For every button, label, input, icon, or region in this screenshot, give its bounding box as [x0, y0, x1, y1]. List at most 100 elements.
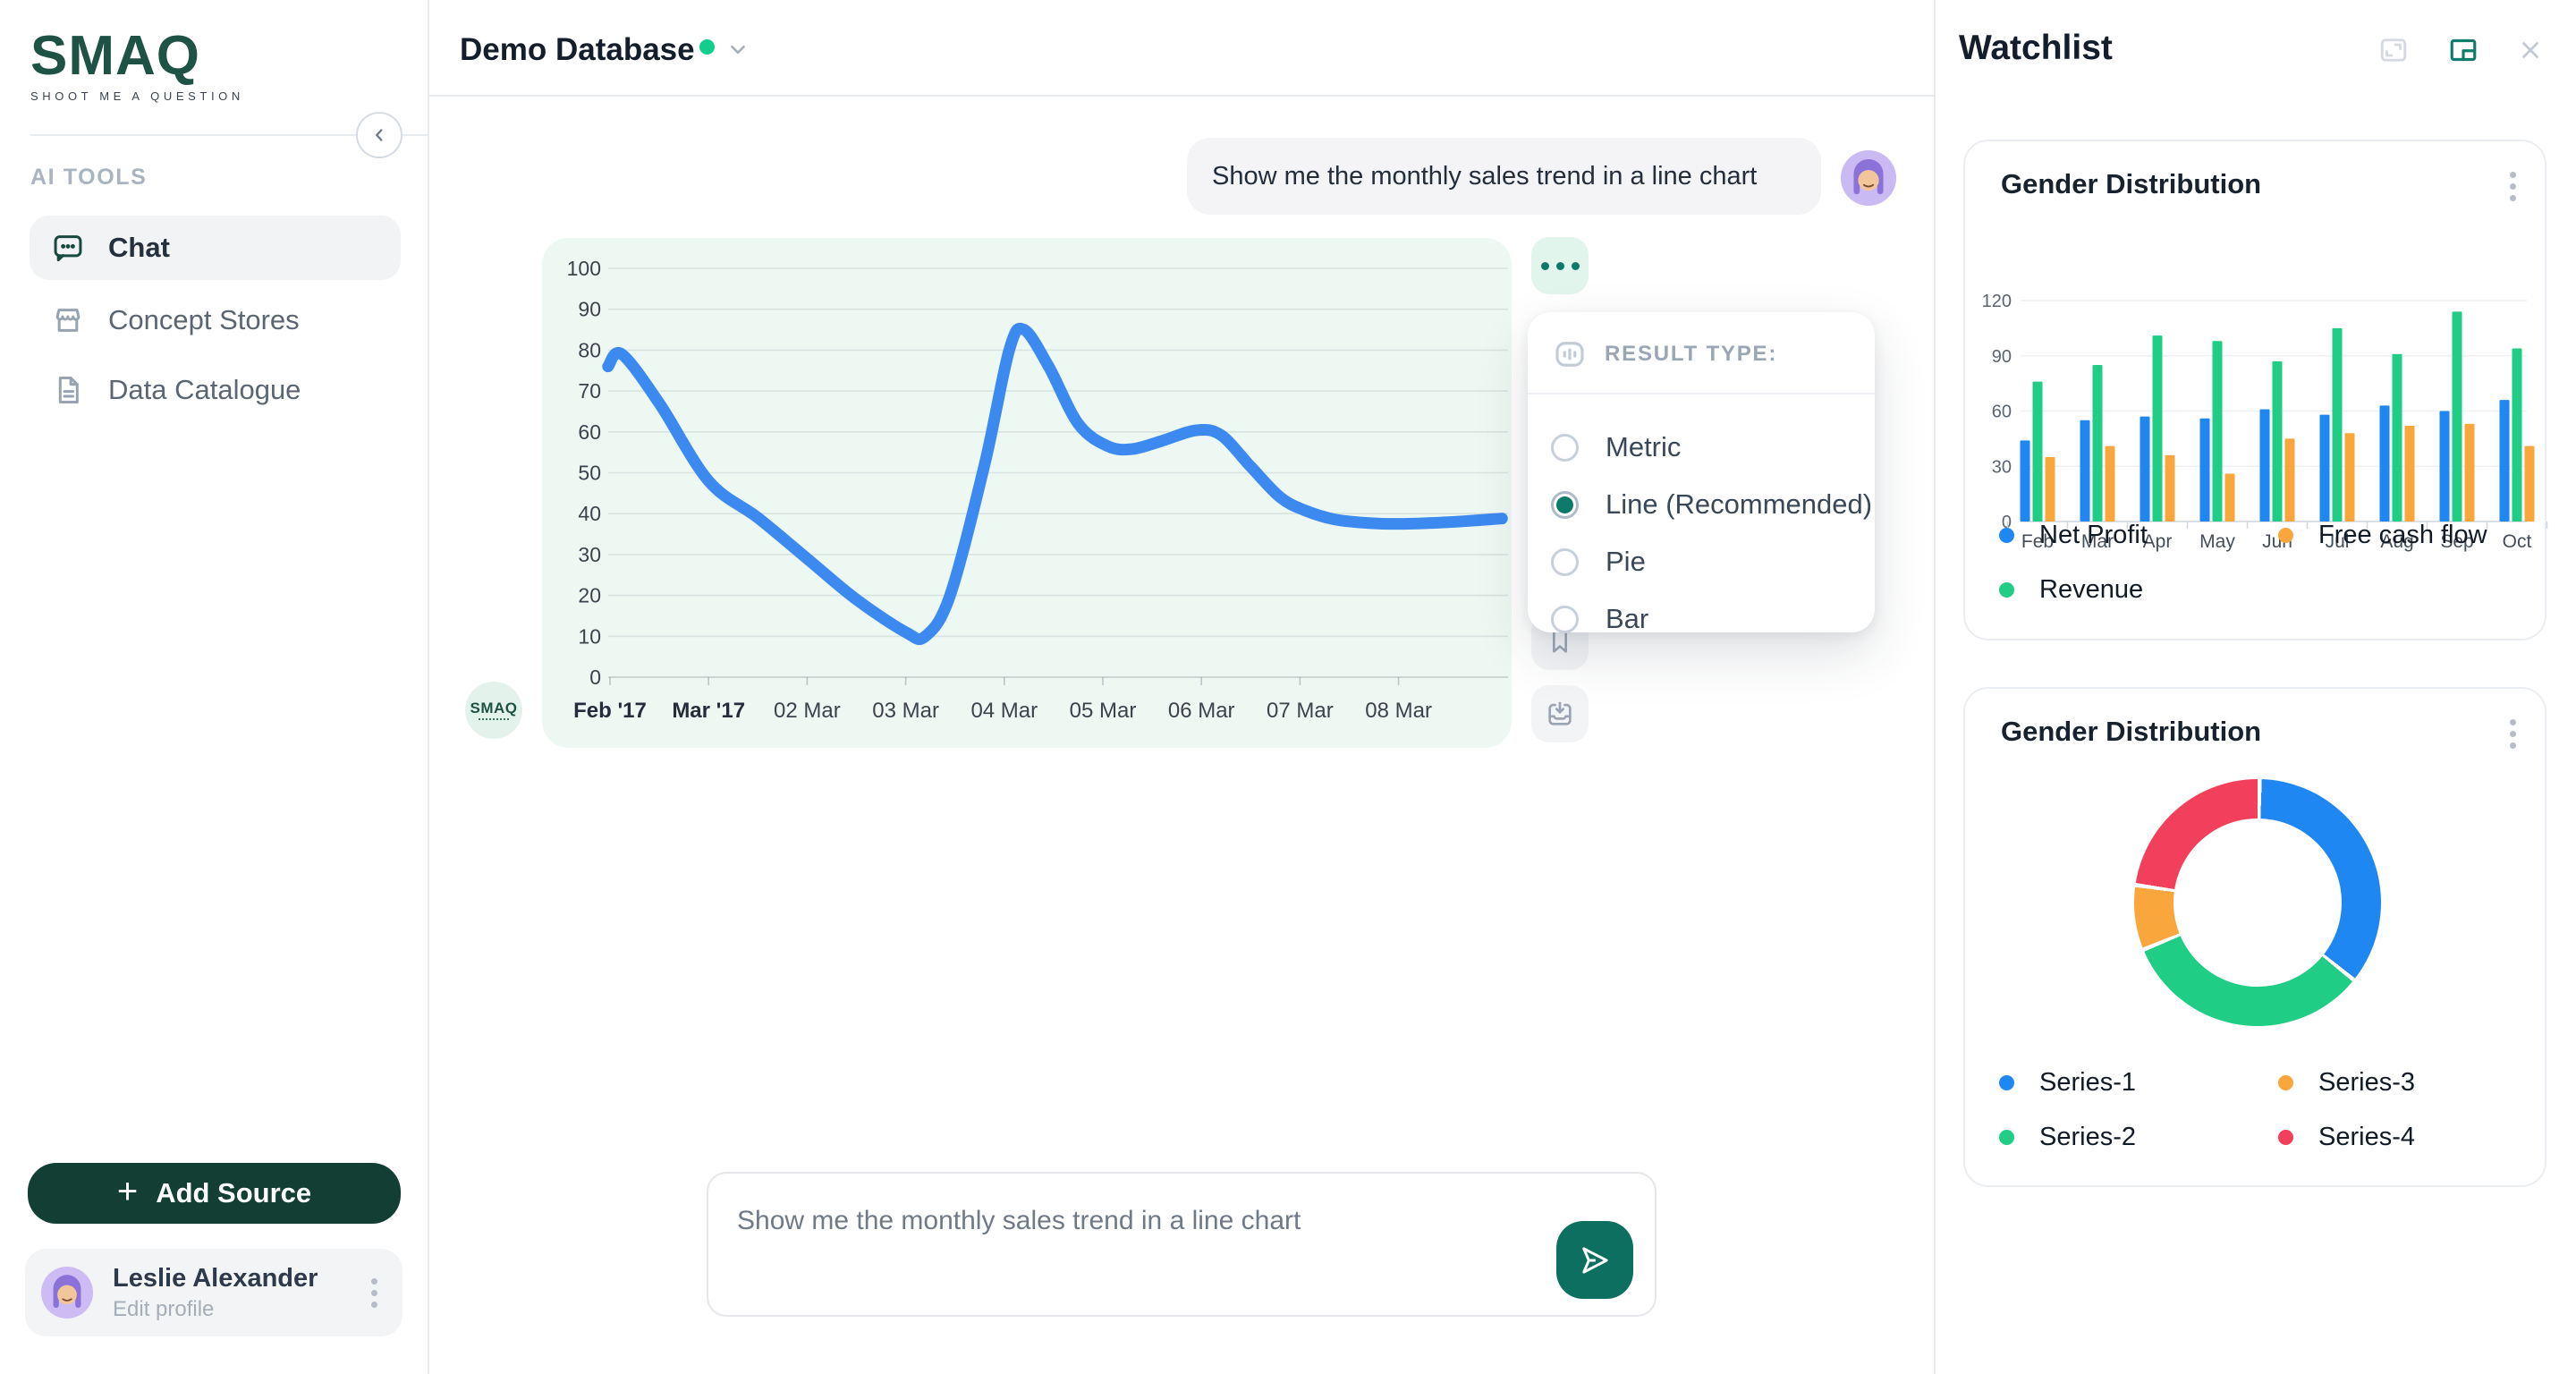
donut-chart: [2134, 779, 2381, 1026]
bar: [2344, 433, 2355, 522]
message-input[interactable]: [737, 1206, 1524, 1236]
legend-dot: [1999, 528, 2014, 543]
option-line[interactable]: Line (Recommended): [1528, 476, 1875, 533]
sidebar-item-label: Chat: [108, 232, 170, 263]
svg-text:90: 90: [578, 298, 601, 321]
legend-dot: [2278, 1130, 2293, 1145]
svg-text:06 Mar: 06 Mar: [1168, 699, 1235, 723]
option-bar[interactable]: Bar: [1528, 590, 1875, 648]
legend-dot: [1999, 1130, 2014, 1145]
bar: [2512, 348, 2522, 522]
legend-dot: [1999, 582, 2014, 598]
bar: [2045, 456, 2055, 522]
svg-text:10: 10: [578, 624, 601, 648]
logo-text: SMAQ: [30, 25, 200, 87]
svg-text:Jul: Jul: [2326, 531, 2350, 552]
panel-layout-icon[interactable]: [2447, 34, 2479, 66]
line-chart-svg: 0 10 20 30 40 50 60 70 80 90 100 Feb '17 Mar '17 02 M…: [567, 257, 1508, 723]
svg-text:Apr: Apr: [2143, 531, 2173, 552]
edit-profile-link[interactable]: Edit profile: [113, 1296, 215, 1321]
sidebar-section-label: AI TOOLS: [30, 165, 148, 190]
donut-chart-legend: Series-1 Series-2 Series-3 Series-4: [1999, 1068, 2518, 1152]
chart-more-button[interactable]: [1531, 237, 1589, 294]
status-dot: [699, 39, 715, 55]
bar: [2152, 335, 2163, 522]
profile-name: Leslie Alexander: [113, 1263, 318, 1293]
add-source-button[interactable]: + Add Source: [28, 1163, 401, 1224]
bar: [2140, 416, 2150, 522]
legend-item[interactable]: Series-4: [2278, 1123, 2557, 1152]
legend-label: Series-1: [2039, 1068, 2136, 1097]
bar: [2284, 438, 2295, 522]
option-pie[interactable]: Pie: [1528, 533, 1875, 590]
svg-text:03 Mar: 03 Mar: [872, 699, 939, 723]
bar: [2224, 473, 2235, 522]
bar: [2032, 381, 2043, 522]
inbox-arrow-down-icon: [1545, 699, 1575, 729]
legend-item[interactable]: Series-3: [2278, 1068, 2557, 1098]
logo-tagline: SHOOT ME A QUESTION: [30, 89, 244, 103]
bar: [2524, 445, 2535, 522]
legend-label: Series-3: [2318, 1068, 2415, 1097]
bar: [2332, 327, 2343, 522]
result-type-icon: [1551, 335, 1589, 373]
watchlist-panel: Watchlist Gender Distribution 0 30 60 90 120…: [1934, 0, 2576, 1374]
chat-icon: [51, 231, 85, 265]
sidebar-item-concept-stores[interactable]: Concept Stores: [30, 288, 401, 352]
bar: [2379, 405, 2390, 522]
svg-text:Mar: Mar: [2081, 531, 2114, 552]
radio-icon: [1551, 605, 1579, 633]
card-menu-button[interactable]: [2504, 714, 2521, 754]
profile-card[interactable]: Leslie Alexander Edit profile: [25, 1249, 402, 1336]
send-button[interactable]: [1556, 1221, 1633, 1299]
chevron-left-icon: [369, 125, 389, 145]
radio-icon: [1551, 433, 1579, 462]
avatar: [41, 1267, 93, 1319]
bar: [2080, 420, 2090, 522]
svg-text:Aug: Aug: [2380, 531, 2413, 552]
legend-item[interactable]: Net Profit: [1999, 521, 2278, 550]
svg-text:20: 20: [578, 584, 601, 607]
profile-menu-button[interactable]: [366, 1273, 383, 1313]
svg-text:May: May: [2199, 531, 2235, 552]
sidebar-collapse-button[interactable]: [356, 112, 402, 158]
sidebar-item-chat[interactable]: Chat: [30, 216, 401, 280]
header-divider: [429, 95, 2576, 97]
database-title[interactable]: Demo Database: [460, 32, 695, 67]
bar: [2259, 409, 2270, 522]
chevron-down-icon[interactable]: [726, 38, 750, 61]
close-icon[interactable]: [2517, 37, 2544, 64]
option-metric[interactable]: Metric: [1528, 419, 1875, 476]
save-to-watchlist-button[interactable]: [1531, 685, 1589, 742]
bar-chart-legend: Net Profit Revenue Free cash flow: [1999, 521, 2518, 605]
legend-label: Free cash flow: [2318, 521, 2487, 549]
svg-text:04 Mar: 04 Mar: [970, 699, 1038, 723]
storefront-icon: [51, 303, 85, 337]
legend-item[interactable]: Revenue: [1999, 575, 2278, 605]
card-title: Gender Distribution: [2001, 716, 2262, 747]
expand-icon[interactable]: [2377, 34, 2410, 66]
legend-item[interactable]: Series-1: [1999, 1068, 2278, 1098]
svg-text:30: 30: [578, 543, 601, 566]
bar: [2212, 341, 2223, 522]
sidebar-item-data-catalogue[interactable]: Data Catalogue: [30, 358, 401, 422]
option-label: Line (Recommended): [1606, 488, 1873, 520]
svg-text:60: 60: [578, 420, 601, 444]
watchlist-card-donut-chart: Gender Distribution Series-1 Series-2 Seri…: [1963, 687, 2546, 1187]
bar: [2199, 418, 2210, 522]
card-menu-button[interactable]: [2504, 166, 2521, 207]
legend-item[interactable]: Series-2: [1999, 1123, 2278, 1152]
svg-text:Sep: Sep: [2440, 531, 2473, 552]
svg-text:0: 0: [589, 666, 601, 689]
svg-text:120: 120: [1982, 292, 2012, 311]
legend-label: Net Profit: [2039, 521, 2148, 549]
bar: [2105, 445, 2115, 522]
svg-text:02 Mar: 02 Mar: [774, 699, 841, 723]
plus-icon: +: [116, 1172, 139, 1211]
line-chart-card: 0 10 20 30 40 50 60 70 80 90 100 Feb '17 Mar '17 02 M…: [542, 238, 1512, 748]
legend-item[interactable]: Free cash flow: [2278, 521, 2557, 550]
bar: [2319, 414, 2330, 522]
popup-title: RESULT TYPE:: [1605, 342, 1778, 366]
watchlist-card-bar-chart: Gender Distribution 0 30 60 90 120 Feb Mar Apr M…: [1963, 140, 2548, 640]
